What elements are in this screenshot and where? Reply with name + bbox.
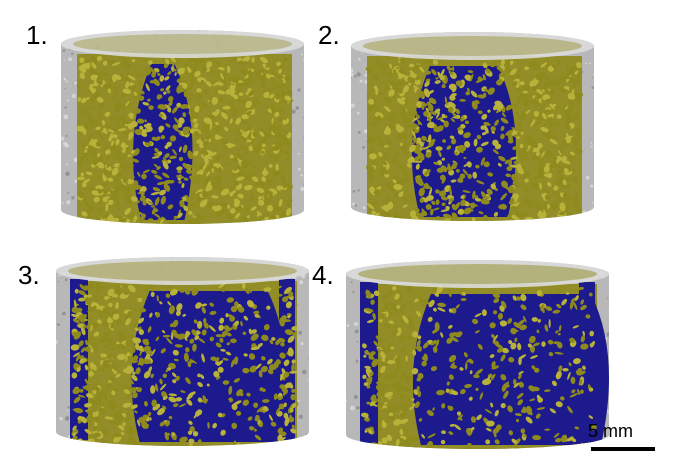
- panel-label: 1.: [26, 20, 48, 50]
- panel-label: 4.: [312, 260, 334, 290]
- panel-label: 3.: [18, 260, 40, 290]
- scale-bar-label: 5 mm: [588, 421, 633, 441]
- sample-image: [61, 30, 304, 225]
- sample-image: [351, 32, 594, 222]
- sample-image: [56, 257, 309, 447]
- panel-label: 2.: [318, 20, 340, 50]
- sample-image: [346, 260, 609, 450]
- scale-bar: [591, 447, 655, 451]
